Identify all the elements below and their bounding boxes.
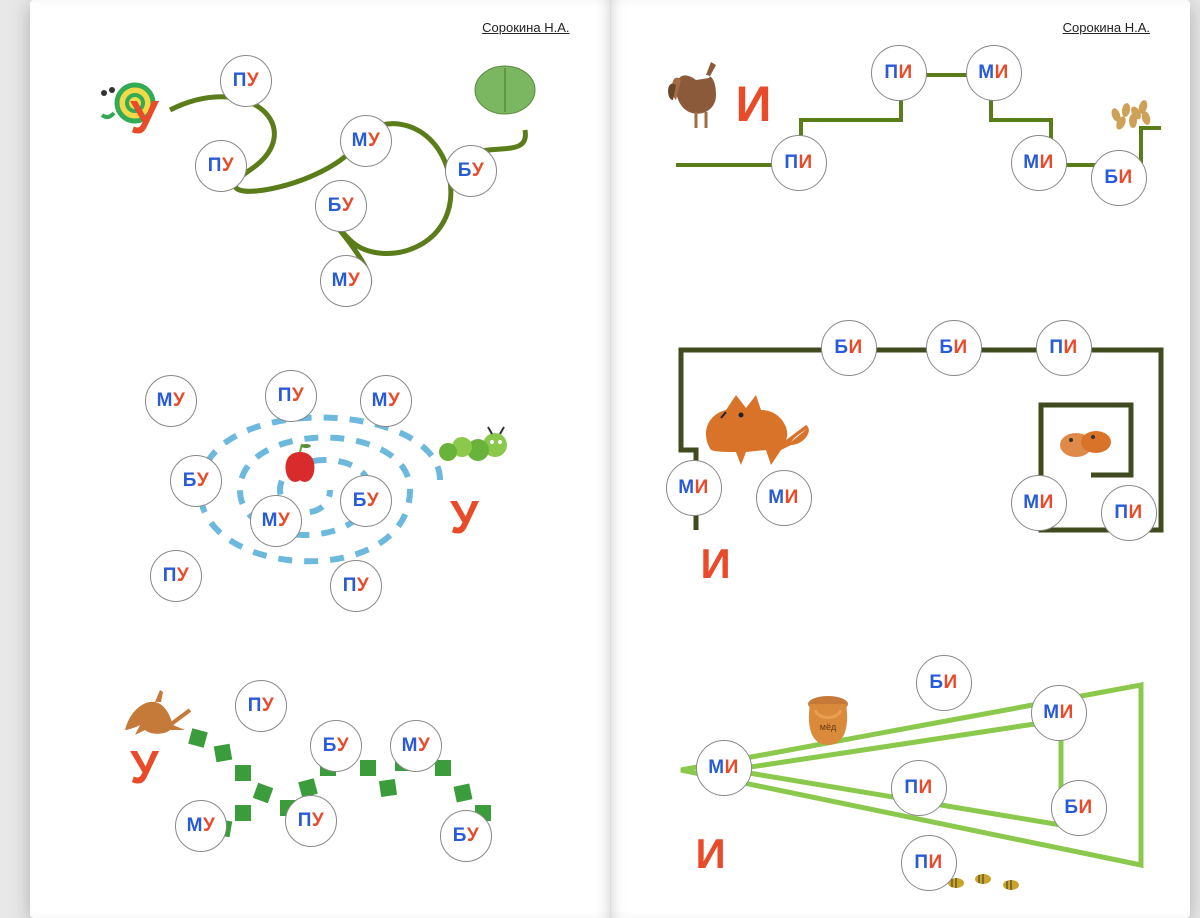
leaf-icon xyxy=(470,60,540,120)
book-spread: Сорокина Н.А. xyxy=(30,0,1190,918)
syllable-bubble: БУ xyxy=(315,180,367,232)
syllable-bubble: МИ xyxy=(756,470,812,526)
syllable-bubble: ПУ xyxy=(285,795,337,847)
syllable-bubble: ПИ xyxy=(771,135,827,191)
author-right: Сорокина Н.А. xyxy=(1063,20,1150,35)
syllable-bubble: ПИ xyxy=(1101,485,1157,541)
syllable-bubble: ПУ xyxy=(330,560,382,612)
svg-text:мёд: мёд xyxy=(819,722,836,732)
left-page: Сорокина Н.А. xyxy=(30,0,611,918)
syllable-bubble: МУ xyxy=(175,800,227,852)
syllable-bubble: МИ xyxy=(1011,135,1067,191)
syllable-bubble: МУ xyxy=(340,115,392,167)
syllable-bubble: МУ xyxy=(360,375,412,427)
grain-icon xyxy=(1101,85,1161,130)
syllable-bubble: БУ xyxy=(440,810,492,862)
right-page: Сорокина Н.А. xyxy=(611,0,1191,918)
fox-kits-icon xyxy=(1051,410,1121,465)
syllable-bubble: БИ xyxy=(926,320,982,376)
syllable-bubble: МУ xyxy=(320,255,372,307)
honey-jar-icon: мёд xyxy=(801,690,856,750)
syllable-bubble: БИ xyxy=(1051,780,1107,836)
apple-icon xyxy=(280,440,320,485)
caterpillar-icon xyxy=(430,425,510,470)
syllable-bubble: БУ xyxy=(340,475,392,527)
syllable-bubble: БУ xyxy=(170,455,222,507)
author-left: Сорокина Н.А. xyxy=(482,20,569,35)
syllable-bubble: МИ xyxy=(966,45,1022,101)
syllable-bubble: ПИ xyxy=(891,760,947,816)
syllable-bubble: ПУ xyxy=(220,55,272,107)
syllable-bubble: БУ xyxy=(310,720,362,772)
syllable-bubble: ПИ xyxy=(871,45,927,101)
big-vowel-letter: И xyxy=(736,75,772,133)
syllable-bubble: БИ xyxy=(916,655,972,711)
big-vowel-letter: У xyxy=(130,90,159,144)
syllable-bubble: ПУ xyxy=(150,550,202,602)
syllable-bubble: БИ xyxy=(821,320,877,376)
big-vowel-letter: У xyxy=(130,740,159,794)
syllable-bubble: МИ xyxy=(1031,685,1087,741)
syllable-bubble: МИ xyxy=(666,460,722,516)
syllable-bubble: МИ xyxy=(1011,475,1067,531)
syllable-bubble: БУ xyxy=(445,145,497,197)
big-vowel-letter: У xyxy=(450,490,479,544)
big-vowel-letter: И xyxy=(701,540,731,588)
syllable-bubble: ПУ xyxy=(265,370,317,422)
syllable-bubble: МИ xyxy=(696,740,752,796)
syllable-bubble: ПИ xyxy=(901,835,957,891)
syllable-bubble: ПУ xyxy=(235,680,287,732)
syllable-bubble: БИ xyxy=(1091,150,1147,206)
syllable-bubble: МУ xyxy=(390,720,442,772)
fox-icon xyxy=(696,380,816,470)
syllable-bubble: МУ xyxy=(145,375,197,427)
syllable-bubble: ПИ xyxy=(1036,320,1092,376)
syllable-bubble: ПУ xyxy=(195,140,247,192)
big-vowel-letter: И xyxy=(696,830,726,878)
syllable-bubble: МУ xyxy=(250,495,302,547)
